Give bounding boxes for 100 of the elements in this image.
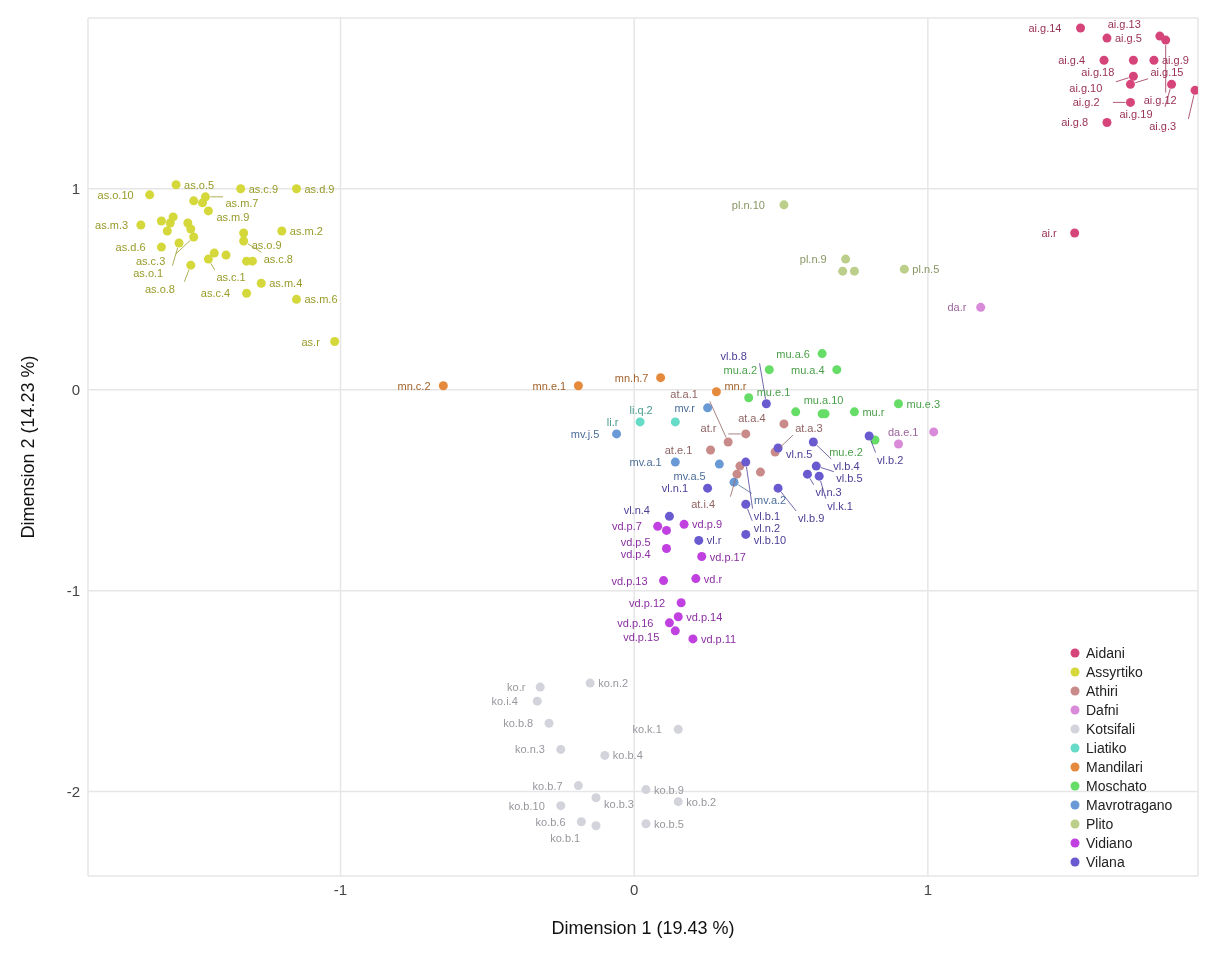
point bbox=[838, 266, 848, 276]
annotation: ko.n.3 bbox=[514, 743, 545, 756]
point bbox=[174, 238, 184, 248]
annotation: ko.b.3 bbox=[604, 797, 634, 810]
annotation: vd.p.4 bbox=[620, 548, 651, 561]
legend-label: Assyrtiko bbox=[1086, 663, 1143, 680]
annotation: vd.r bbox=[703, 572, 723, 585]
point bbox=[773, 483, 783, 493]
x-axis-title: Dimension 1 (19.43 %) bbox=[551, 918, 735, 938]
point bbox=[679, 519, 689, 529]
point bbox=[849, 407, 859, 417]
point bbox=[277, 226, 287, 236]
annotation: as.c.8 bbox=[263, 253, 293, 266]
annotation: vl.n.5 bbox=[786, 448, 813, 460]
legend-label: Mavrotragano bbox=[1086, 796, 1173, 813]
point bbox=[330, 337, 340, 347]
point bbox=[209, 248, 219, 258]
annotation: ko.n.2 bbox=[598, 677, 629, 690]
point bbox=[635, 417, 645, 427]
annotation: mu.r bbox=[862, 405, 885, 418]
annotation: ai.g.10 bbox=[1069, 82, 1103, 95]
point bbox=[688, 634, 698, 644]
legend-label: Liatiko bbox=[1086, 739, 1127, 756]
y-axis-title: Dimension 2 (14.23 %) bbox=[18, 355, 39, 539]
point bbox=[239, 236, 249, 246]
annotation: vd.p.17 bbox=[709, 550, 746, 563]
point bbox=[893, 399, 903, 409]
point bbox=[741, 429, 751, 439]
annotation: ai.g.3 bbox=[1149, 120, 1177, 133]
annotation: mv.a.5 bbox=[673, 470, 706, 483]
annotation: ko.k.1 bbox=[632, 723, 662, 736]
annotation: as.o.5 bbox=[184, 178, 215, 191]
point bbox=[535, 682, 545, 692]
point bbox=[703, 483, 713, 493]
point bbox=[1161, 35, 1171, 45]
annotation: mv.a.1 bbox=[629, 456, 662, 469]
annotation: mn.h.7 bbox=[614, 371, 649, 384]
point bbox=[203, 254, 213, 264]
point bbox=[156, 242, 166, 252]
point bbox=[661, 543, 671, 553]
point bbox=[976, 302, 986, 312]
point bbox=[221, 250, 231, 260]
annotation: as.m.9 bbox=[216, 210, 250, 223]
point bbox=[136, 220, 146, 230]
point bbox=[162, 226, 172, 236]
annotation: as.c.9 bbox=[248, 182, 279, 195]
point bbox=[694, 535, 704, 545]
annotation: vd.p.9 bbox=[692, 518, 723, 531]
annotation: as.d.9 bbox=[304, 182, 335, 195]
point bbox=[1149, 55, 1159, 65]
point bbox=[849, 266, 859, 276]
point bbox=[697, 552, 707, 562]
annotation: as.m.3 bbox=[95, 218, 129, 231]
annotation: mu.e.3 bbox=[906, 397, 941, 410]
point bbox=[899, 264, 909, 274]
annotation: at.a.4 bbox=[738, 411, 766, 424]
annotation: mu.a.4 bbox=[791, 363, 825, 376]
annotation: as.m.2 bbox=[289, 224, 323, 237]
legend-label: Mandilari bbox=[1086, 758, 1143, 775]
point bbox=[203, 206, 213, 216]
annotation: ko.b.8 bbox=[503, 717, 534, 730]
point bbox=[659, 576, 669, 586]
point bbox=[573, 381, 583, 391]
point bbox=[656, 373, 666, 383]
point bbox=[714, 459, 724, 469]
legend-label: Vilana bbox=[1086, 853, 1125, 870]
annotation: vl.b.8 bbox=[720, 349, 747, 362]
point bbox=[744, 393, 754, 403]
point bbox=[664, 511, 674, 521]
point bbox=[841, 254, 851, 264]
point bbox=[1190, 85, 1198, 95]
annotation: ai.g.18 bbox=[1081, 66, 1115, 79]
point bbox=[186, 224, 196, 234]
point bbox=[171, 180, 181, 190]
point bbox=[1125, 97, 1135, 107]
point bbox=[591, 821, 601, 831]
point bbox=[811, 461, 821, 471]
annotation: vd.p.12 bbox=[629, 596, 666, 609]
point bbox=[532, 696, 542, 706]
annotation: at.r bbox=[700, 421, 717, 434]
legend-label: Aidani bbox=[1086, 644, 1125, 661]
annotation: as.m.4 bbox=[269, 277, 303, 290]
point bbox=[600, 750, 610, 760]
annotation: as.d.6 bbox=[115, 241, 146, 254]
legend-label: Kotsifali bbox=[1086, 720, 1136, 737]
annotation: ai.g.19 bbox=[1119, 108, 1153, 121]
point bbox=[186, 260, 196, 270]
annotation: ko.b.5 bbox=[653, 817, 684, 830]
annotation: as.m.7 bbox=[225, 196, 259, 209]
point bbox=[673, 797, 683, 807]
point bbox=[156, 216, 166, 226]
annotation: vd.p.14 bbox=[686, 610, 723, 623]
annotation: da.e.1 bbox=[887, 425, 919, 438]
annotation: as.m.6 bbox=[304, 293, 338, 306]
point bbox=[256, 278, 266, 288]
annotation: mv.a.2 bbox=[754, 494, 787, 507]
annotation: mu.a.6 bbox=[776, 347, 810, 360]
annotation: as.o.8 bbox=[144, 283, 175, 296]
y-tick-label: 1 bbox=[71, 180, 80, 198]
point bbox=[741, 457, 751, 467]
